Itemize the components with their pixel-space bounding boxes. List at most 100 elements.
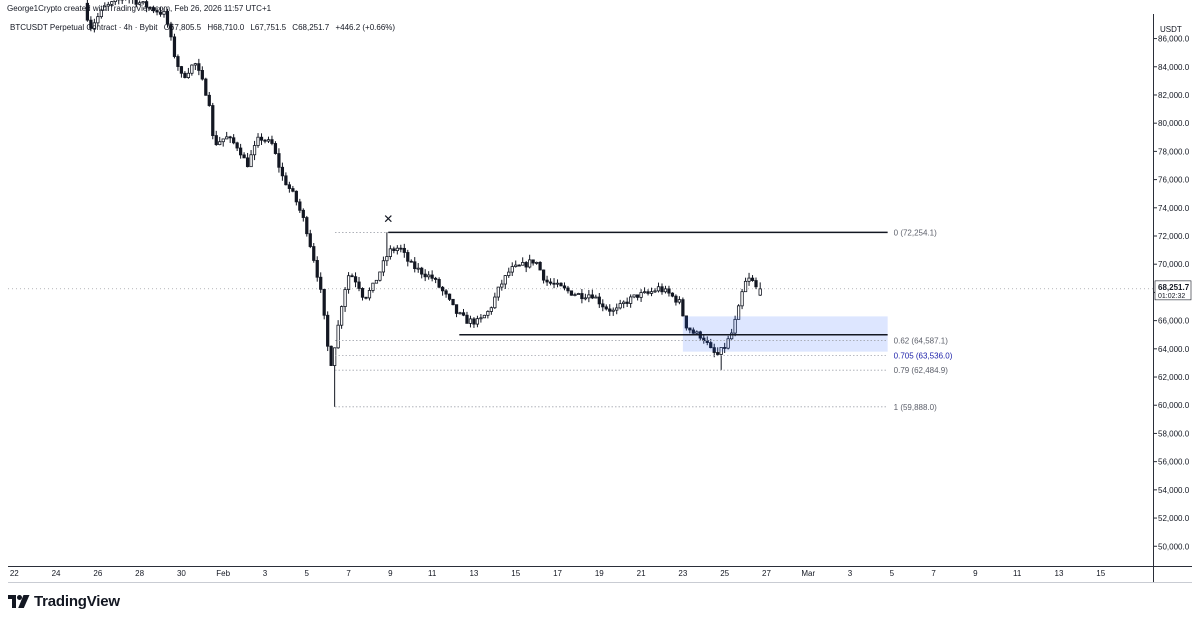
tradingview-brand[interactable]: TradingView [8,593,120,610]
candle[interactable] [110,0,114,8]
candle[interactable] [402,243,406,258]
candle[interactable] [535,261,539,265]
candle[interactable] [406,249,410,267]
candle[interactable] [273,141,278,155]
candle[interactable] [514,260,518,268]
candle[interactable] [350,273,354,278]
candle[interactable] [451,298,455,306]
candle[interactable] [496,286,500,301]
candle[interactable] [750,275,755,282]
candle[interactable] [277,148,281,173]
candle[interactable] [117,0,121,5]
candle[interactable] [733,315,737,337]
candle[interactable] [378,271,382,282]
candle[interactable] [211,102,215,140]
candle[interactable] [747,272,751,286]
candle[interactable] [434,276,438,284]
candle[interactable] [479,314,483,323]
candle[interactable] [197,58,201,76]
candle[interactable] [723,342,727,353]
candle[interactable] [346,272,351,294]
candle[interactable] [458,311,462,315]
candle[interactable] [601,299,605,312]
candle[interactable] [482,314,487,319]
candle[interactable] [266,136,271,144]
candle[interactable] [635,294,640,301]
candle[interactable] [287,181,291,193]
candle[interactable] [259,133,264,145]
candle[interactable] [681,297,685,317]
candle[interactable] [336,320,340,349]
candle[interactable] [447,293,452,301]
candle[interactable] [315,256,319,282]
candle[interactable] [138,0,142,6]
candle[interactable] [531,259,535,266]
candle[interactable] [590,289,594,300]
candle[interactable] [329,345,333,366]
candle[interactable] [148,6,152,10]
candle[interactable] [242,152,246,159]
candle[interactable] [367,287,372,301]
candle[interactable] [190,64,194,76]
candle[interactable] [691,327,695,334]
candle[interactable] [413,257,417,273]
candle[interactable] [625,297,629,308]
candle[interactable] [566,285,570,294]
candle[interactable] [319,272,323,293]
candle[interactable] [128,0,130,4]
candle[interactable] [538,261,542,271]
candle[interactable] [270,135,274,146]
candle[interactable] [548,278,553,286]
candle[interactable] [252,140,257,161]
candle[interactable] [193,62,197,70]
candle[interactable] [144,0,149,13]
candle[interactable] [510,262,514,276]
candle[interactable] [158,7,163,17]
candle[interactable] [360,287,365,301]
candle[interactable] [280,162,285,181]
candle[interactable] [646,289,650,296]
candle[interactable] [151,5,156,14]
candle[interactable] [719,347,723,371]
candle[interactable] [541,269,546,284]
candle[interactable] [437,277,441,289]
symbol-name[interactable]: BTCUSDT Perpetual Contract · 4h · Bybit [10,23,158,32]
candle[interactable] [239,143,243,159]
candle[interactable] [569,290,574,296]
candle[interactable] [688,327,692,334]
candle[interactable] [555,279,560,288]
candle[interactable] [256,133,260,148]
candle[interactable] [169,21,173,41]
candle[interactable] [399,244,403,253]
candle[interactable] [632,294,636,299]
candle[interactable] [545,275,549,286]
candle[interactable] [615,303,619,315]
candle[interactable] [507,267,511,278]
candle[interactable] [677,296,682,305]
candle[interactable] [524,261,528,273]
candle[interactable] [736,304,741,320]
candle[interactable] [618,299,622,310]
candle[interactable] [667,285,671,297]
candle[interactable] [339,305,344,329]
candle[interactable] [353,272,358,288]
candle[interactable] [423,269,427,282]
candle[interactable] [716,347,720,357]
candle[interactable] [559,282,563,287]
candle[interactable] [333,347,337,407]
candle[interactable] [573,292,577,297]
candle[interactable] [134,0,138,8]
candle[interactable] [228,135,232,143]
candle[interactable] [131,0,134,4]
candle[interactable] [172,33,177,59]
candle[interactable] [308,229,312,249]
candle[interactable] [622,300,626,309]
candle[interactable] [649,287,654,297]
candle[interactable] [392,246,396,254]
candle[interactable] [629,294,633,308]
candle[interactable] [301,208,305,222]
candle[interactable] [92,18,96,33]
candle[interactable] [594,294,598,299]
candle[interactable] [89,16,93,32]
